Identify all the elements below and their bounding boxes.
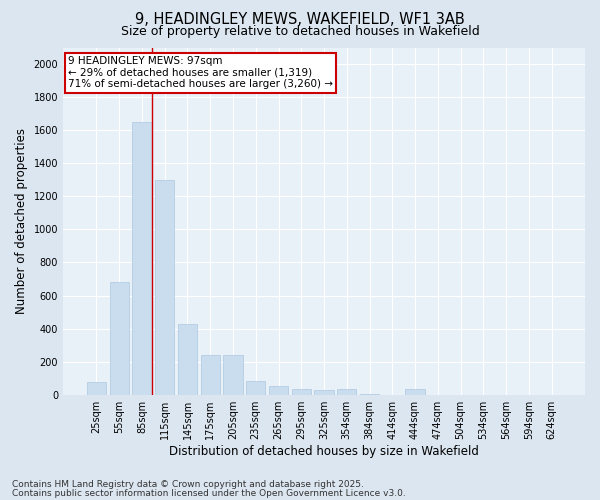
- Bar: [132, 122, 152, 394]
- Bar: [110, 282, 129, 395]
- Bar: [200, 355, 220, 395]
- Bar: [223, 355, 242, 395]
- Bar: [269, 386, 288, 394]
- Bar: [314, 390, 334, 394]
- Text: Size of property relative to detached houses in Wakefield: Size of property relative to detached ho…: [121, 25, 479, 38]
- X-axis label: Distribution of detached houses by size in Wakefield: Distribution of detached houses by size …: [169, 444, 479, 458]
- Bar: [155, 180, 175, 394]
- Y-axis label: Number of detached properties: Number of detached properties: [15, 128, 28, 314]
- Bar: [406, 389, 425, 394]
- Bar: [87, 382, 106, 394]
- Text: Contains HM Land Registry data © Crown copyright and database right 2025.: Contains HM Land Registry data © Crown c…: [12, 480, 364, 489]
- Text: Contains public sector information licensed under the Open Government Licence v3: Contains public sector information licen…: [12, 488, 406, 498]
- Bar: [178, 324, 197, 394]
- Bar: [337, 389, 356, 394]
- Bar: [292, 389, 311, 394]
- Text: 9 HEADINGLEY MEWS: 97sqm
← 29% of detached houses are smaller (1,319)
71% of sem: 9 HEADINGLEY MEWS: 97sqm ← 29% of detach…: [68, 56, 333, 90]
- Bar: [246, 380, 265, 394]
- Text: 9, HEADINGLEY MEWS, WAKEFIELD, WF1 3AB: 9, HEADINGLEY MEWS, WAKEFIELD, WF1 3AB: [135, 12, 465, 28]
